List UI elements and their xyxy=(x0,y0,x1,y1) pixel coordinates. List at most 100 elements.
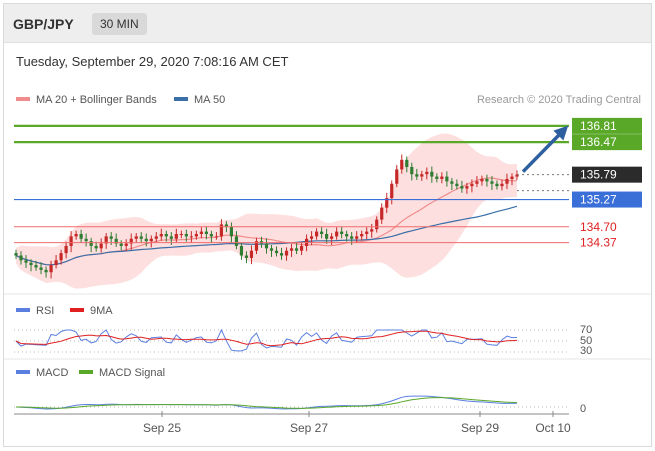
candle-body xyxy=(244,255,249,258)
chart-widget: GBP/JPY 30 MIN Tuesday, September 29, 20… xyxy=(3,3,652,447)
candle-body xyxy=(144,238,148,242)
candle-body xyxy=(164,233,168,237)
candle-body xyxy=(184,233,188,237)
candle-body xyxy=(19,255,23,261)
level-label: 136.81 xyxy=(580,119,617,133)
candle-body xyxy=(340,231,344,234)
candle-body xyxy=(44,269,48,273)
rsi-tick-30: 30 xyxy=(580,345,592,357)
watermark: Research © 2020 Trading Central xyxy=(477,94,641,106)
candle-body xyxy=(495,183,499,187)
rsi-legend-label: RSI xyxy=(36,305,54,317)
level-label: 134.37 xyxy=(580,236,617,250)
price-chart-svg: MA 20 + Bollinger Bands MA 50 Research ©… xyxy=(4,94,651,435)
candle-body xyxy=(54,260,58,266)
price-levels: 136.81 136.47 135.79 135.27 134.70 134.37 xyxy=(14,117,642,250)
x-tick-sep29: Sep 29 xyxy=(461,421,499,435)
rsi-ma-legend-label: 9MA xyxy=(90,305,113,317)
currency-pair-title: GBP/JPY xyxy=(13,16,74,32)
level-label: 135.79 xyxy=(580,168,617,182)
ma20-legend-swatch xyxy=(16,97,30,101)
macd-legend-swatch xyxy=(16,370,30,374)
ma50-legend-label: MA 50 xyxy=(194,94,225,106)
candle-body xyxy=(94,245,98,249)
candle-body xyxy=(224,224,229,227)
candle-body xyxy=(480,178,484,182)
candle-body xyxy=(505,178,509,184)
rsi-ma-line xyxy=(15,330,518,347)
candle-body xyxy=(330,236,334,239)
candle-body xyxy=(405,159,409,168)
candle-body xyxy=(84,238,88,242)
candle-body xyxy=(119,243,123,246)
candle-body xyxy=(174,233,178,239)
candle-body xyxy=(219,224,224,237)
level-label-bg xyxy=(572,166,642,183)
candle-body xyxy=(59,253,63,261)
candle-body xyxy=(114,238,118,244)
x-tick-sep25: Sep 25 xyxy=(143,421,181,435)
candle-body xyxy=(289,248,294,251)
candle-body xyxy=(154,236,158,239)
candle-body xyxy=(199,231,203,234)
level-label-bg xyxy=(572,191,642,208)
candle-body xyxy=(159,233,163,237)
candle-body xyxy=(315,231,319,237)
rsi-line xyxy=(15,328,518,352)
candle-body xyxy=(74,233,78,237)
candle-body xyxy=(49,265,53,273)
candle-body xyxy=(149,238,153,242)
candle-body xyxy=(410,167,414,175)
macd-plot xyxy=(14,395,569,410)
candle-body xyxy=(109,236,113,239)
candle-body xyxy=(254,241,259,251)
candle-body xyxy=(430,171,434,177)
candle-body xyxy=(234,236,239,246)
candle-body xyxy=(39,267,43,270)
candle-body xyxy=(134,236,138,239)
candle-body xyxy=(320,231,324,234)
candle-body xyxy=(279,253,284,256)
candle-body xyxy=(274,250,279,254)
candle-body xyxy=(64,245,68,254)
candle-body xyxy=(440,176,444,179)
candle-body xyxy=(249,250,254,258)
candle-body xyxy=(139,236,143,239)
level-label: 134.70 xyxy=(580,220,617,234)
candle-body xyxy=(325,233,329,239)
candle-body xyxy=(375,219,379,230)
main-plot xyxy=(14,133,519,289)
projection-arrow-head xyxy=(553,125,569,141)
candle-body xyxy=(370,229,374,232)
macd-legend: MACD MACD Signal xyxy=(16,367,165,379)
candle-body xyxy=(284,250,289,256)
candle-body xyxy=(355,236,359,239)
candle-body xyxy=(510,176,514,179)
candle-body xyxy=(124,243,128,246)
rsi-tick-70: 70 xyxy=(580,324,592,336)
rsi-legend-swatch xyxy=(16,308,30,312)
timeframe-badge[interactable]: 30 MIN xyxy=(92,13,147,35)
candle-body xyxy=(269,248,274,251)
candle-body xyxy=(450,181,454,184)
candle-body xyxy=(515,174,519,177)
candle-body xyxy=(500,183,504,187)
macd-signal-legend-swatch xyxy=(79,370,93,374)
candle-body xyxy=(380,207,384,220)
level-label-bg xyxy=(572,134,642,151)
candle-body xyxy=(435,176,439,179)
candle-body xyxy=(29,262,33,266)
candle-body xyxy=(475,181,479,184)
candle-body xyxy=(350,236,354,239)
candle-body xyxy=(79,233,83,239)
x-tick-sep27: Sep 27 xyxy=(290,421,328,435)
candle-body xyxy=(415,174,419,177)
candle-body xyxy=(294,248,299,251)
x-axis: Sep 25 Sep 27 Sep 29 Oct 10 xyxy=(143,411,571,435)
candle-body xyxy=(99,243,103,249)
candle-body xyxy=(169,236,173,239)
candle-body xyxy=(194,233,198,237)
candle-body xyxy=(34,265,38,268)
candle-body xyxy=(179,233,183,235)
candle-body xyxy=(345,233,349,237)
